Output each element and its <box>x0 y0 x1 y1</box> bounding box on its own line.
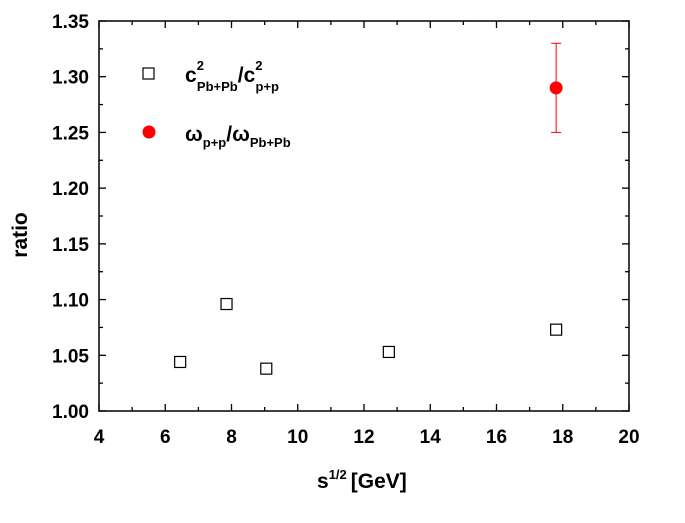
legend-marker-open-square <box>142 67 155 80</box>
x-tick-label: 16 <box>486 427 507 448</box>
data-point-circle <box>549 81 563 95</box>
legend-label-omega-ratio: ωp+p/ωPb+Pb <box>185 123 291 150</box>
x-axis-title: s1/2 [GeV] <box>317 467 407 493</box>
y-tick-label: 1.05 <box>52 346 89 367</box>
y-axis-title: ratio <box>9 212 32 258</box>
x-tick-label: 12 <box>353 427 374 448</box>
data-point-square <box>220 297 233 311</box>
x-tick-label: 14 <box>420 427 442 448</box>
x-axis-title-main: s <box>317 470 329 493</box>
y-tick-label: 1.15 <box>52 235 89 256</box>
legend: c2 Pb+Pb/c2 p+p ωp+p/ωPb+Pb <box>142 58 291 150</box>
y-tick-label: 1.00 <box>52 402 89 423</box>
axis-ticks <box>98 20 630 412</box>
data-point-square <box>174 355 187 369</box>
legend-marker-filled-circle <box>142 125 156 139</box>
x-tick-label: 20 <box>618 427 639 448</box>
data-point-square <box>550 323 563 336</box>
x-axis-title-unit: [GeV] <box>351 470 407 493</box>
y-tick-label: 1.20 <box>52 179 89 200</box>
axis-tick-labels: 4 6 8 10 12 14 16 18 20 1.00 1.05 1.10 1.15 1.20 1.25 1… <box>52 12 640 448</box>
data-point-square <box>382 345 395 359</box>
x-tick-label: 4 <box>94 427 105 448</box>
y-tick-label: 1.30 <box>52 68 89 89</box>
y-tick-label: 1.10 <box>52 291 89 312</box>
y-tick-label: 1.35 <box>52 12 89 33</box>
y-tick-label: 1.25 <box>52 123 89 144</box>
x-tick-label: 10 <box>287 427 308 448</box>
data-point-square <box>260 362 273 375</box>
x-axis-title-sup: 1/2 <box>329 467 347 482</box>
x-tick-label: 6 <box>160 427 171 448</box>
x-tick-label: 18 <box>552 427 573 448</box>
x-tick-label: 8 <box>226 427 237 448</box>
data-points <box>174 42 563 375</box>
legend-label-c2-ratio: c2 Pb+Pb/c2 p+p <box>185 58 279 94</box>
plot-frame <box>98 20 630 412</box>
